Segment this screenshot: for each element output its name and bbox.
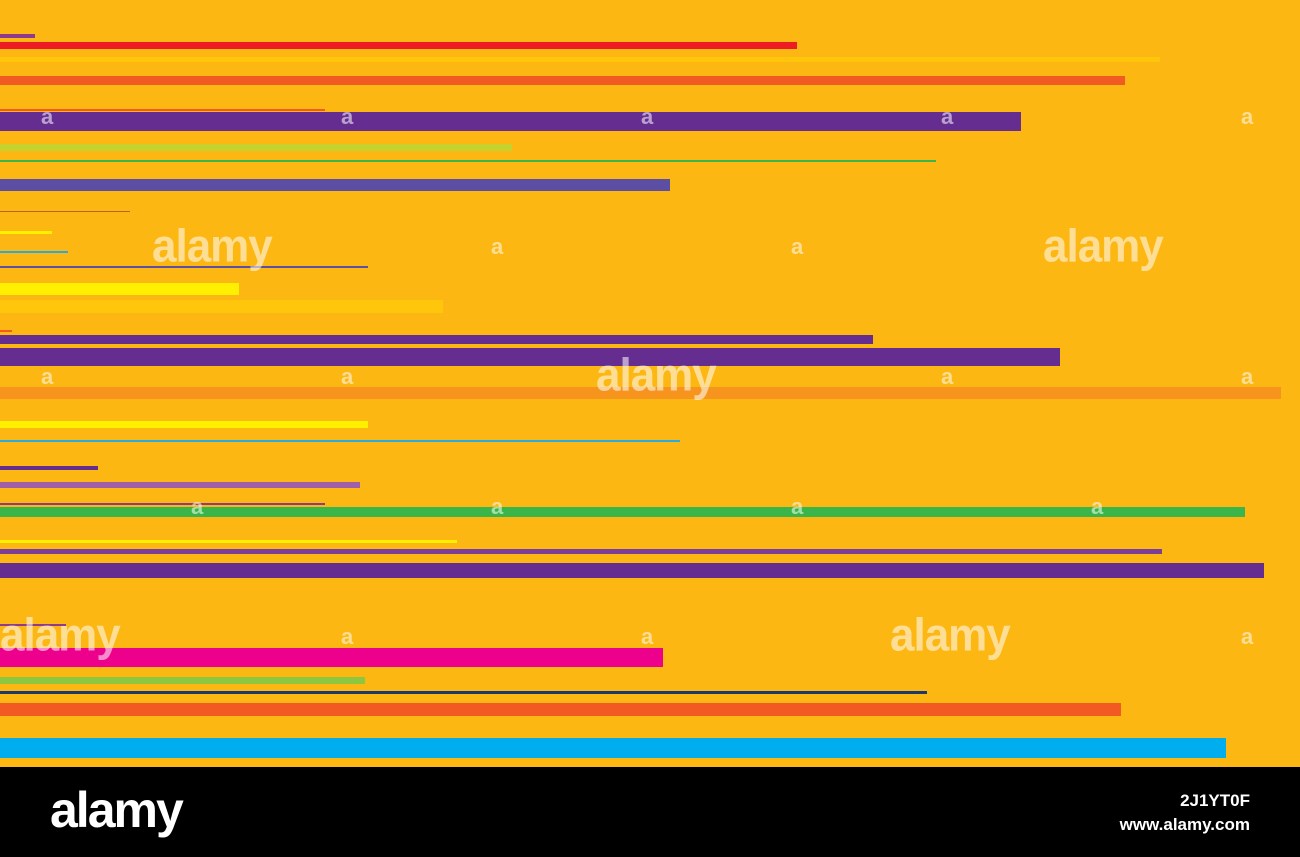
watermark-glyph: a [791,234,803,259]
stripe [0,42,797,49]
stripe [0,691,927,694]
stripe [0,540,457,543]
watermark-glyph: a [1241,104,1253,129]
watermark-glyph: a [1241,364,1253,389]
stripe [0,266,368,268]
watermark-glyph: a [341,364,353,389]
stripe [0,703,1121,716]
stripe [0,549,1162,554]
watermark-glyph: a [491,234,503,259]
brand-logo: alamy [50,782,184,838]
stripe [0,348,1060,366]
stripe [0,624,66,626]
watermark-glyph: a [341,624,353,649]
stripe [0,231,52,234]
watermark-glyph: a [1241,624,1253,649]
stripe [0,251,68,253]
stripe [0,109,325,111]
watermark-logo: alamy [152,220,273,273]
stripe [0,507,1245,517]
stripe [0,179,670,191]
stripe [0,738,1226,758]
stripe [0,211,130,212]
stripe [0,330,12,332]
watermark-glyph: a [41,364,53,389]
stripe [0,440,680,442]
stripe [0,563,1264,578]
footer-bar: alamy 2J1YT0F www.alamy.com [0,767,1300,857]
watermark-logo: alamy [890,609,1011,662]
stripe [0,34,35,38]
stripe [0,387,1281,399]
watermark-glyph: a [641,624,653,649]
stripe [0,466,98,470]
stripe [0,677,365,684]
stripes-artwork: alamy alamy alamy alamy alamy a a a a a … [0,0,1300,767]
image-info: 2J1YT0F www.alamy.com [1120,789,1250,837]
stripe [0,144,512,151]
watermark-glyph: a [941,364,953,389]
stripe [0,283,239,295]
stripe [0,57,1160,62]
stripe [0,76,1125,85]
image-id: 2J1YT0F [1180,791,1250,810]
site-url: www.alamy.com [1119,814,1250,834]
stripe [0,112,1021,131]
stripe [0,503,325,505]
stripe [0,335,873,344]
stripe [0,482,360,488]
stripe [0,300,443,313]
stripe [0,648,663,667]
watermark-logo: alamy [1043,220,1164,273]
stripe [0,160,936,162]
stripe [0,421,368,428]
